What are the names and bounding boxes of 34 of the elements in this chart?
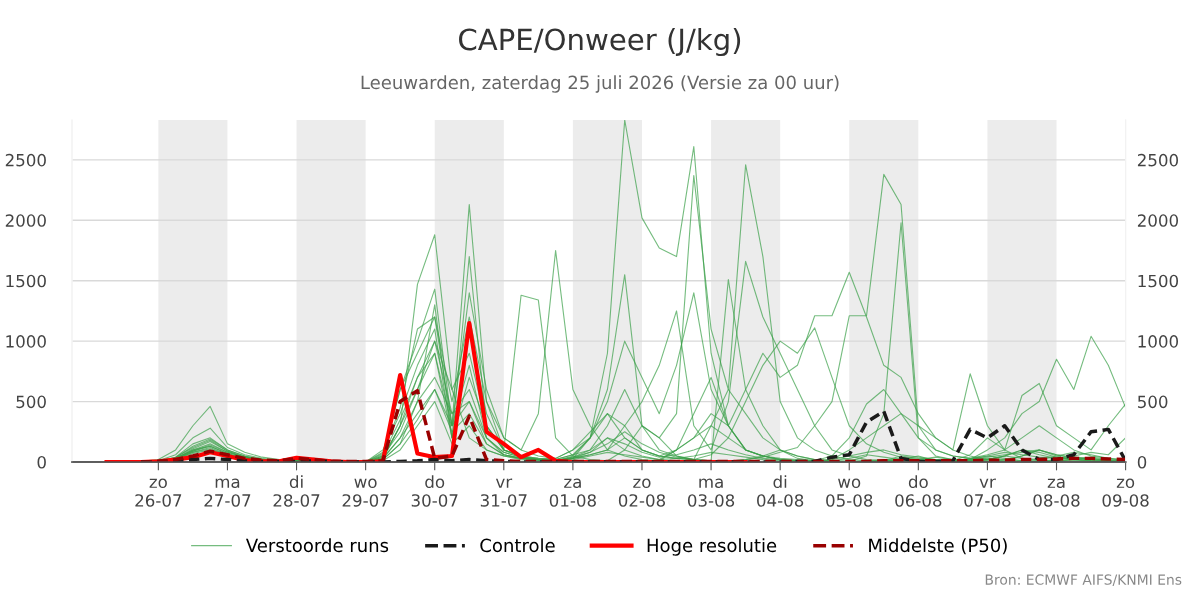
y-tick-label: 2000: [5, 214, 46, 227]
x-tick-label: zo 09-08: [1102, 478, 1149, 507]
x-tick-label: do 06-08: [895, 475, 942, 507]
x-tick-label: di 04-08: [757, 475, 804, 507]
x-tick-label: wo 29-07: [342, 478, 389, 507]
x-tick-label: zo 26-07: [135, 478, 182, 507]
y2-tick-label: 0: [1137, 455, 1147, 469]
x-tick-label: zo 02-08: [618, 478, 666, 507]
x-tick-label: vr 07-08: [964, 478, 1011, 507]
x-tick-label: za 01-08: [549, 478, 596, 507]
x-tick-label: do 30-07: [411, 475, 458, 507]
y-tick-label: 0: [37, 455, 46, 469]
legend-label: Verstoorde runs: [245, 538, 389, 553]
legend-label: Middelste (P50): [869, 538, 1007, 555]
chart-title: CAPE/Onweer (J/kg): [459, 27, 741, 57]
y2-tick-label: 500: [1138, 395, 1168, 409]
legend-label: Hoge resolutie: [647, 538, 777, 556]
text: Bron: ECMWF AIFS/KNMI Ens: [985, 574, 1182, 586]
x-tick-label: di 28-07: [273, 475, 320, 507]
y-tick-label: 1500: [6, 274, 46, 288]
y2-tick-label: 1500: [1138, 274, 1179, 288]
x-tick-label: ma 03-08: [687, 478, 735, 507]
y-tick-label: 2500: [5, 153, 46, 167]
legend-label: Controle: [480, 538, 555, 553]
chart-subtitle: Leeuwarden, zaterdag 25 juli 2026 (Versie za 00 uur): [361, 75, 839, 93]
y-tick-label: 1000: [6, 335, 46, 348]
y-tick-label: 500: [16, 395, 46, 409]
y2-tick-label: 1000: [1138, 335, 1179, 348]
y2-tick-label: 2000: [1137, 214, 1179, 227]
x-tick-label: wo 05-08: [826, 478, 873, 507]
y2-tick-label: 2500: [1137, 153, 1179, 167]
x-tick-label: za 08-08: [1033, 478, 1080, 507]
x-tick-label: ma 27-07: [204, 478, 251, 507]
x-tick-label: vr 31-07: [480, 478, 527, 507]
